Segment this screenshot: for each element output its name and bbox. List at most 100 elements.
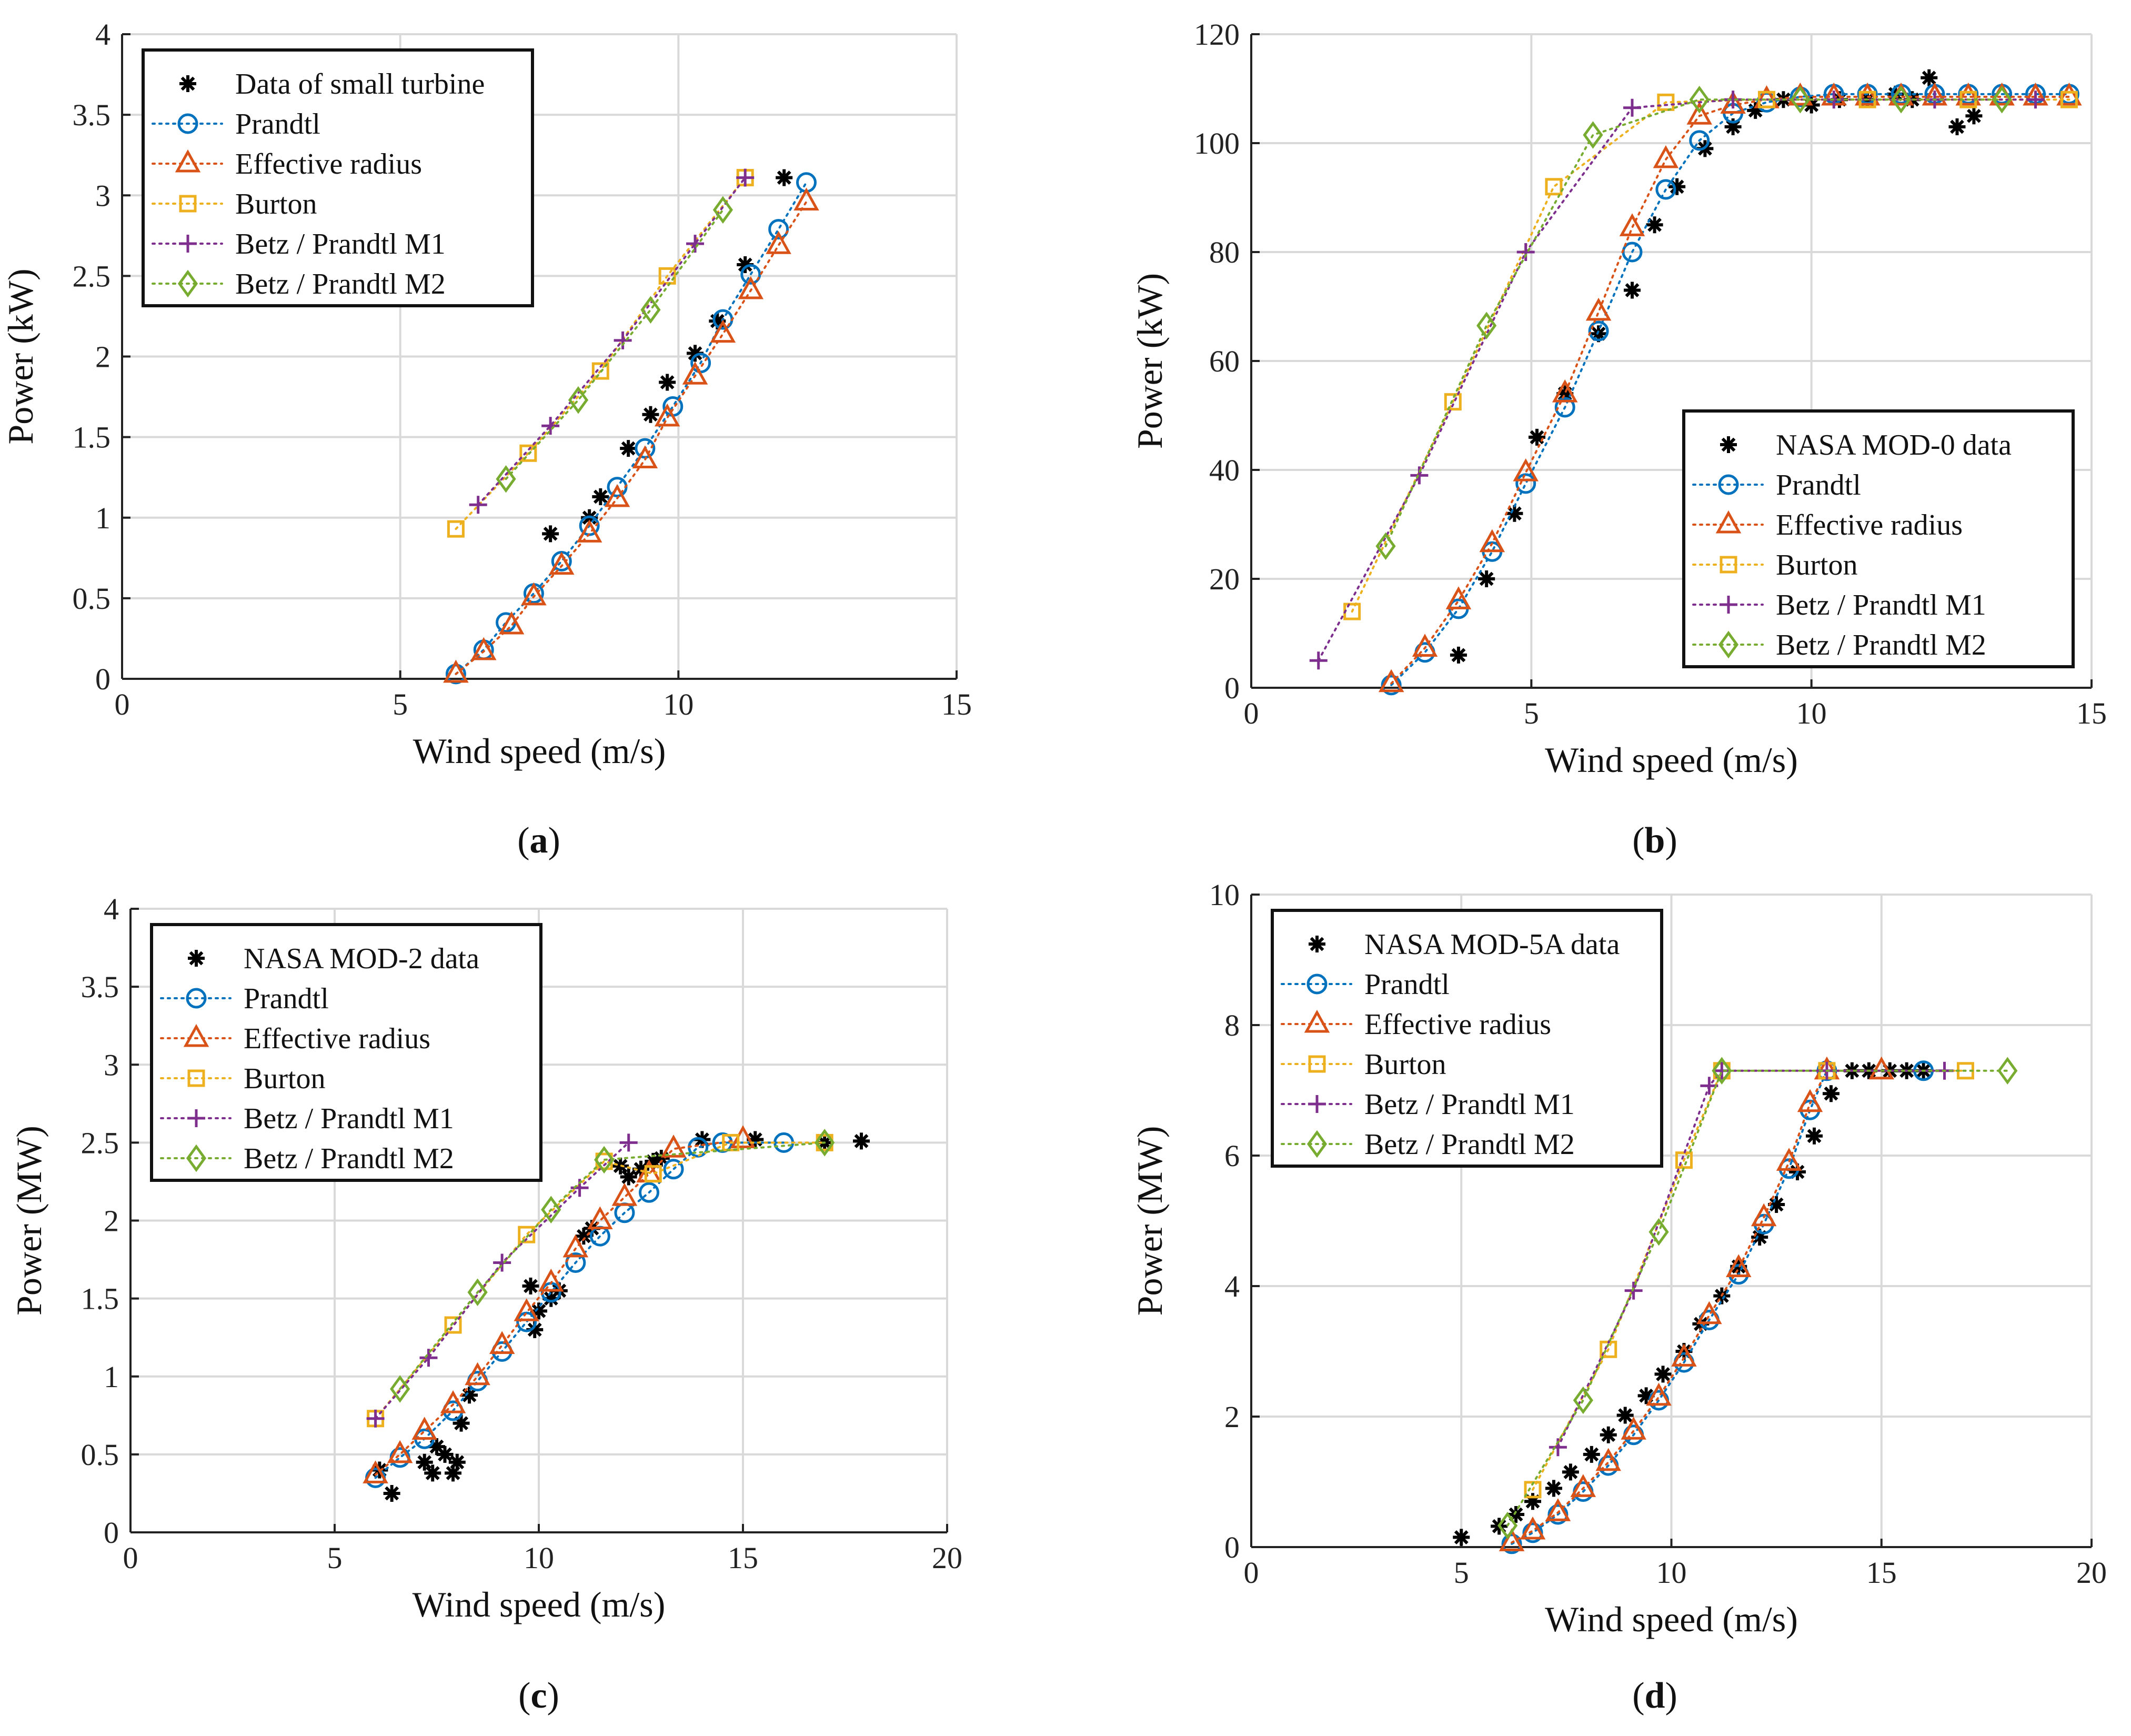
point-data — [1921, 69, 1938, 86]
y-tick-label: 0 — [95, 662, 110, 696]
y-axis-label: Power (kW) — [1130, 273, 1170, 449]
series-effective — [1499, 1056, 1894, 1551]
point-effective — [1696, 1301, 1722, 1324]
point-effective — [1797, 1089, 1823, 1112]
y-axis-label: Power (MW) — [9, 1126, 49, 1316]
y-tick-label: 1.5 — [73, 420, 111, 455]
point-effective — [1686, 102, 1712, 125]
legend-marker-m2 — [186, 1144, 207, 1172]
y-tick-label: 2.5 — [81, 1126, 119, 1160]
point-data — [522, 1277, 539, 1295]
series-m2 — [1375, 85, 2012, 560]
point-burton — [1657, 93, 1675, 111]
point-data — [436, 1446, 454, 1463]
point-m1 — [736, 168, 755, 187]
legend-box — [142, 48, 534, 307]
point-m2 — [1997, 1057, 2018, 1085]
y-tick-label: 3 — [104, 1048, 119, 1082]
legend-box — [1682, 409, 2075, 668]
point-effective — [604, 484, 630, 507]
y-tick-label: 4 — [104, 892, 119, 926]
y-tick-label: 2 — [1224, 1400, 1240, 1434]
point-effective — [2056, 82, 2082, 106]
legend-marker-effective — [1304, 1009, 1330, 1033]
series-line-m1 — [1317, 98, 2037, 662]
point-m2 — [1375, 532, 1396, 560]
point-data — [1654, 1366, 1672, 1383]
point-effective — [611, 1182, 638, 1206]
point-m2 — [1476, 312, 1497, 339]
x-axis-label: Wind speed (m/s) — [413, 731, 666, 771]
point-effective — [411, 1417, 437, 1440]
legend-entry: Data of small turbine — [235, 68, 485, 101]
series-effective — [443, 187, 819, 683]
point-effective — [1520, 1516, 1546, 1540]
y-tick-label: 0.5 — [73, 581, 111, 616]
point-burton — [1444, 393, 1462, 411]
point-m2 — [390, 1375, 410, 1403]
point-effective — [654, 403, 680, 427]
y-tick-label: 6 — [1224, 1139, 1240, 1173]
point-burton — [519, 444, 537, 462]
point-data — [1623, 282, 1641, 299]
x-tick-label: 15 — [1866, 1556, 1897, 1590]
legend-entry: Prandtl — [235, 108, 320, 141]
point-m1 — [1309, 651, 1328, 670]
x-tick-label: 5 — [393, 687, 408, 721]
legend-entry: Effective radius — [235, 148, 422, 180]
legend-entry: NASA MOD-5A data — [1364, 928, 1620, 961]
point-data — [1562, 1463, 1579, 1481]
point-prandtl — [1655, 179, 1676, 200]
y-tick-label: 3.5 — [73, 98, 111, 132]
point-data — [1822, 1085, 1840, 1102]
point-data — [1528, 428, 1545, 446]
point-burton — [658, 267, 676, 285]
series-line-prandtl — [1511, 1069, 1925, 1545]
point-effective — [498, 611, 525, 635]
series-m1 — [366, 1133, 638, 1428]
chart-panel-a: 0 5 10 15 0 0.5 1 1.5 2 2.5 3 3.5 4 Wind speed (m/s) P… — [1, 17, 972, 861]
legend-entry: Prandtl — [1776, 469, 1861, 501]
x-tick-label: 10 — [524, 1541, 554, 1575]
point-burton — [518, 1226, 536, 1243]
series-m1 — [469, 168, 755, 514]
point-m1 — [1410, 466, 1429, 485]
point-effective — [1552, 379, 1578, 403]
point-effective — [710, 319, 736, 343]
point-effective — [521, 582, 547, 606]
legend: NASA MOD-0 data Prandtl Effective radius Bu… — [1682, 409, 2075, 668]
point-m1 — [469, 496, 487, 514]
legend-marker-burton — [179, 195, 197, 213]
point-prandtl — [565, 1252, 586, 1273]
y-tick-label: 0 — [1224, 671, 1240, 705]
point-effective — [549, 551, 575, 575]
point-data — [620, 1168, 637, 1186]
point-prandtl — [1381, 675, 1402, 696]
point-effective — [1854, 82, 1881, 106]
point-effective — [587, 1206, 613, 1229]
legend-entry: Burton — [244, 1062, 326, 1095]
point-m1 — [619, 1133, 638, 1152]
x-axis-label: Wind speed (m/s) — [1545, 1599, 1798, 1639]
legend-marker-data — [1309, 936, 1325, 952]
point-m2 — [1648, 1218, 1669, 1246]
point-m2 — [541, 1196, 561, 1224]
point-prandtl — [1515, 473, 1536, 494]
y-tick-label: 2.5 — [73, 259, 111, 293]
point-data — [383, 1484, 400, 1502]
point-m1 — [1713, 1061, 1731, 1080]
point-m1 — [366, 1409, 385, 1428]
point-effective — [465, 1362, 490, 1386]
point-effective — [1570, 1474, 1596, 1497]
y-tick-label: 120 — [1194, 17, 1240, 52]
x-tick-label: 0 — [115, 687, 130, 721]
series-line-m2 — [1506, 1069, 2009, 1527]
point-data — [1506, 505, 1523, 522]
x-tick-label: 10 — [663, 687, 693, 721]
point-burton — [722, 1133, 740, 1151]
x-tick-label: 15 — [2076, 696, 2107, 730]
y-tick-label: 0.5 — [81, 1438, 119, 1472]
y-tick-label: 4 — [95, 17, 110, 52]
point-effective — [1671, 1343, 1697, 1367]
x-tick-label: 20 — [2076, 1556, 2107, 1590]
